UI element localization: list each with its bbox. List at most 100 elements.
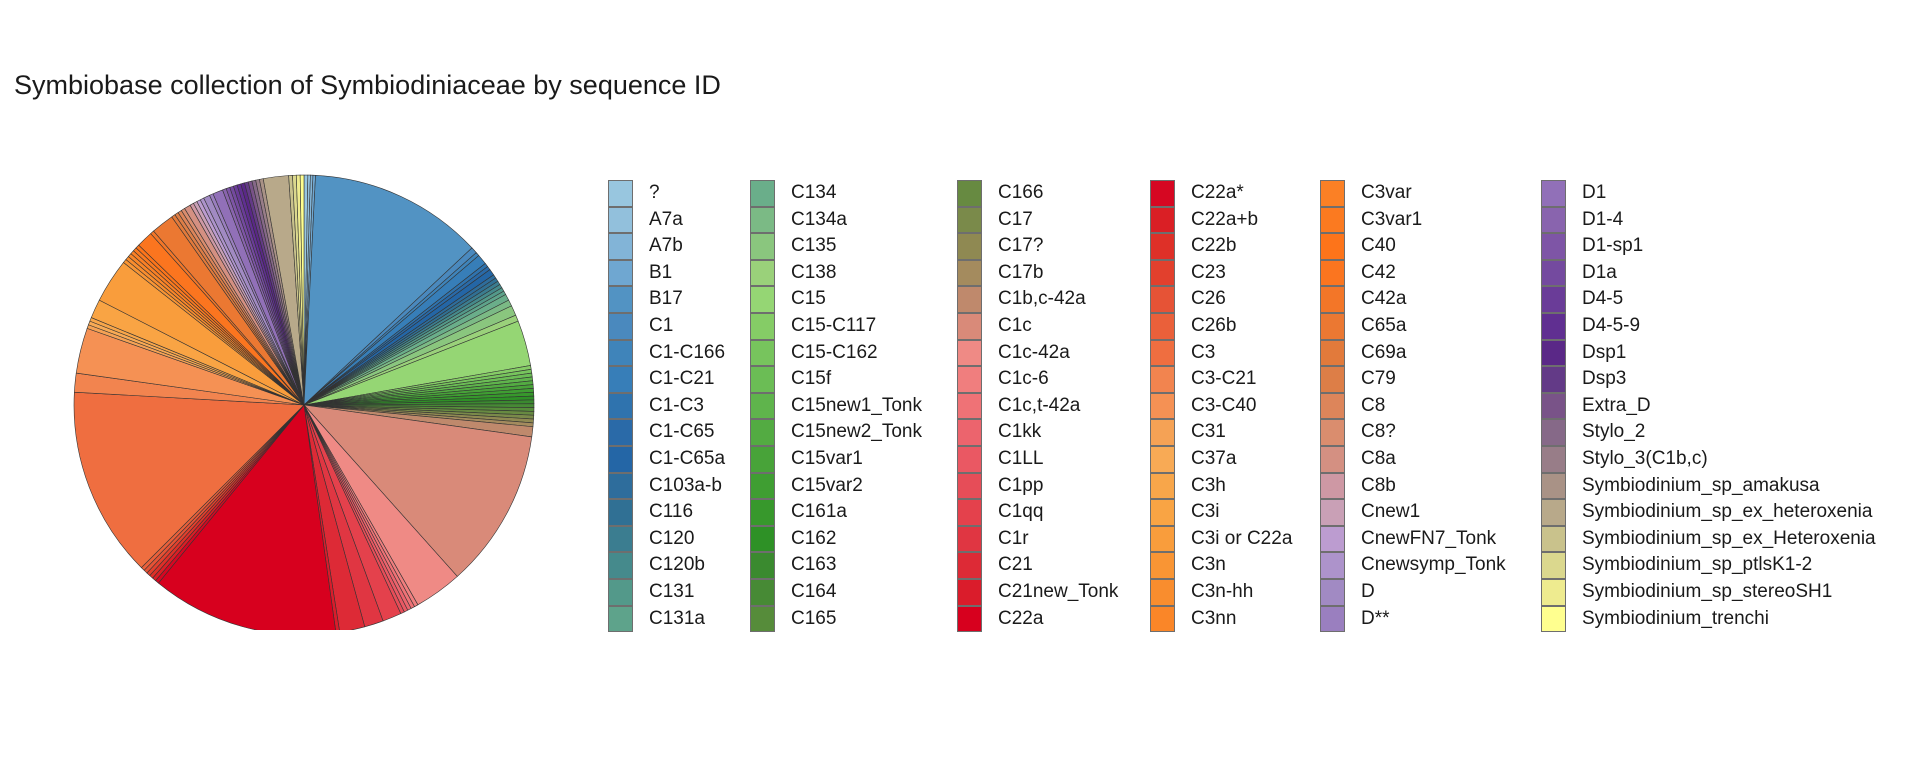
legend-item: C22b [1150, 233, 1292, 260]
legend-swatch [1320, 392, 1345, 420]
legend-swatch [750, 605, 775, 633]
legend-label: C3-C21 [1191, 368, 1257, 390]
legend-item: Symbiodinium_sp_amakusa [1541, 472, 1876, 500]
legend-swatch [1320, 499, 1345, 526]
legend-label: C161a [791, 501, 847, 523]
pie-slice-49 [303, 404, 340, 630]
legend-label: C166 [998, 182, 1044, 203]
legend-item: D1-sp1 [1541, 233, 1876, 260]
legend-label: C164 [791, 580, 837, 602]
legend-item: D1 [1541, 180, 1876, 207]
legend-label: C1-C166 [649, 341, 726, 363]
legend-swatch [957, 445, 982, 473]
legend-label: C15var2 [791, 474, 863, 496]
legend-item: Stylo_3(C1b,c) [1541, 445, 1876, 473]
legend-item: C134a [750, 206, 922, 234]
legend-swatch [1150, 339, 1175, 367]
legend-item: C1c-6 [957, 366, 1118, 393]
legend-label: Dsp1 [1582, 341, 1627, 363]
legend-item: C1-C3 [608, 392, 725, 420]
legend-swatch [608, 180, 633, 207]
legend-label: Symbiodinium_sp_ptlsK1-2 [1582, 554, 1813, 576]
legend-item: D1a [1541, 259, 1876, 287]
legend-swatch [957, 552, 982, 579]
legend-swatch [1320, 578, 1345, 606]
legend-swatch [1150, 605, 1175, 633]
legend-item: C1-C65a [608, 445, 725, 473]
legend-item: C120b [608, 552, 725, 579]
legend-item: C3nn [1150, 605, 1292, 633]
legend-item: C17b [957, 259, 1118, 287]
legend-label: A7a [649, 208, 683, 230]
legend-swatch [1150, 472, 1175, 500]
legend-swatch [750, 392, 775, 420]
legend-label: C1c,t-42a [998, 394, 1081, 416]
legend-label: C120b [649, 554, 705, 576]
legend-label: C1-C21 [649, 368, 715, 390]
legend-item: Symbiodinium_trenchi [1541, 605, 1876, 633]
legend-column: C3var C3var1 C40 C42 C42a C65a C69a C79 C8 C8? C8a… [1320, 180, 1506, 633]
legend-item: CnewFN7_Tonk [1320, 525, 1506, 553]
legend-label: C65a [1361, 314, 1407, 336]
legend-swatch [1320, 339, 1345, 367]
legend-swatch [608, 339, 633, 367]
legend-swatch [608, 419, 633, 446]
legend-label: Symbiodinium_trenchi [1582, 607, 1769, 629]
legend-item: C26b [1150, 312, 1292, 340]
legend-swatch [1320, 286, 1345, 313]
legend-swatch [750, 233, 775, 260]
legend-label: D [1361, 580, 1375, 602]
legend-item: C8 [1320, 392, 1506, 420]
legend-swatch [1320, 180, 1345, 207]
legend-column: C166 C17 C17? C17b C1b,c-42a C1c C1c-42a C1c-6 C… [957, 180, 1118, 633]
legend-item: C22a+b [1150, 206, 1292, 234]
legend-swatch [1150, 366, 1175, 393]
legend-swatch [750, 552, 775, 579]
legend-label: C135 [791, 235, 837, 257]
legend-item: B17 [608, 286, 725, 313]
legend-item: C1r [957, 525, 1118, 553]
legend-swatch [750, 339, 775, 367]
legend-swatch [1541, 445, 1566, 473]
legend-swatch [1150, 259, 1175, 287]
legend-label: C79 [1361, 368, 1396, 390]
legend-label: C15new1_Tonk [791, 394, 922, 416]
legend-label: C1kk [998, 421, 1042, 443]
legend-item: A7b [608, 233, 725, 260]
legend-swatch [957, 180, 982, 207]
legend-swatch [750, 578, 775, 606]
legend-swatch [957, 578, 982, 606]
legend-item: C15 [750, 286, 922, 313]
legend-label: A7b [649, 235, 683, 257]
legend-swatch [1541, 312, 1566, 340]
legend-item: C21 [957, 552, 1118, 579]
legend-swatch [1320, 605, 1345, 633]
legend-swatch [750, 366, 775, 393]
legend-item: C135 [750, 233, 922, 260]
legend-label: C37a [1191, 447, 1237, 469]
legend-label: C21 [998, 554, 1033, 576]
legend-label: C3i [1191, 501, 1220, 523]
legend-item: C1c-42a [957, 339, 1118, 367]
pie-slice-57 [73, 391, 305, 569]
legend-item: C131a [608, 605, 725, 633]
legend-item: Dsp3 [1541, 366, 1876, 393]
legend-label: C8b [1361, 474, 1396, 496]
legend-label: C1c-6 [998, 368, 1049, 390]
legend-item: C8a [1320, 445, 1506, 473]
legend-label: C1-C3 [649, 394, 704, 416]
legend-item: A7a [608, 206, 725, 234]
legend-label: C131a [649, 607, 705, 629]
legend-swatch [608, 286, 633, 313]
legend-swatch [1320, 206, 1345, 234]
legend-item: C15new1_Tonk [750, 392, 922, 420]
legend-item: C1 [608, 312, 725, 340]
legend-item: Symbiodinium_sp_stereoSH1 [1541, 578, 1876, 606]
legend-swatch [1320, 552, 1345, 579]
legend-item: C3n [1150, 552, 1292, 579]
legend-swatch [750, 472, 775, 500]
legend-item: Symbiodinium_sp_ex_Heteroxenia [1541, 525, 1876, 553]
legend-label: Extra_D [1582, 394, 1651, 416]
legend-label: C3-C40 [1191, 394, 1257, 416]
legend-swatch [1150, 499, 1175, 526]
